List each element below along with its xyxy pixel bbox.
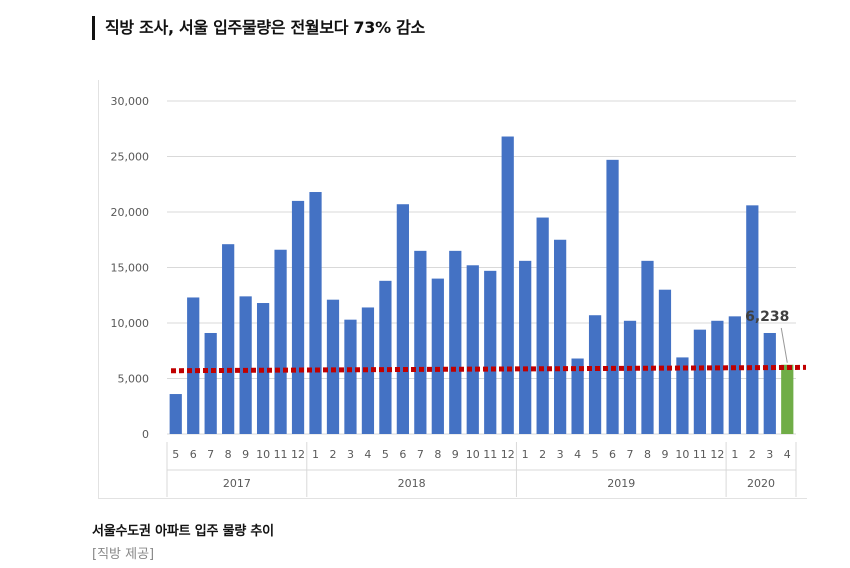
bar [536,217,549,434]
source-credit: [직방 제공] [92,547,155,562]
x-tick-label: 8 [434,448,441,461]
x-tick-label: 9 [242,448,249,461]
bar [344,319,357,434]
bar [746,205,759,434]
data-label: 6,238 [745,309,789,325]
bar [588,315,602,434]
bar [658,289,672,434]
bar [379,280,392,434]
bar [187,297,200,434]
bar-chart: 0 5,000 10,000 15,000 20,000 25,000 30,000 6,23… [111,95,807,497]
bar [169,394,182,434]
x-tick-label: 2 [539,448,546,461]
bar [606,159,619,434]
bar [484,270,497,434]
x-tick-label: 2 [329,448,336,461]
bar-highlight [781,364,794,434]
bar [326,299,340,434]
bar [449,250,462,434]
x-tick-label: 4 [364,448,371,461]
x-group-label: 2020 [747,477,775,490]
x-tick-label: 11 [693,448,707,461]
x-tick-label: 4 [784,448,791,461]
x-tick-label: 11 [483,448,497,461]
x-group-label: 2019 [607,477,635,490]
x-tick-label: 2 [749,448,756,461]
y-tick-label: 10,000 [111,317,150,330]
bar [728,316,741,434]
x-tick-label: 1 [312,448,319,461]
x-tick-label: 1 [522,448,529,461]
x-group-label: 2017 [223,477,251,490]
bar [623,320,637,434]
x-tick-label: 6 [190,448,197,461]
bar [204,332,217,434]
bar [431,278,444,434]
x-tick-label: 5 [172,448,179,461]
x-tick-label: 7 [207,448,214,461]
bar [571,358,584,434]
bar [291,200,305,434]
chart-frame: 0 5,000 10,000 15,000 20,000 25,000 30,000 6,23… [98,80,807,499]
bar [676,357,689,434]
x-tick-label: 10 [466,448,480,461]
x-tick-label: 7 [627,448,634,461]
y-tick-label: 30,000 [111,95,150,108]
x-tick-label: 9 [661,448,668,461]
chart-caption: 서울수도권 아파트 입주 물량 추이 [92,524,274,539]
bar [466,265,479,434]
bar [763,332,776,434]
y-tick-label: 5,000 [118,373,150,386]
x-tick-label: 12 [501,448,515,461]
x-tick-label: 10 [675,448,689,461]
x-tick-label: 5 [382,448,389,461]
bar [274,249,287,434]
x-tick-label: 8 [225,448,232,461]
bar [396,204,409,434]
bar [711,320,724,434]
bar [693,329,707,434]
x-tick-label: 10 [256,448,270,461]
y-tick-label: 25,000 [111,151,150,164]
x-tick-label: 3 [347,448,354,461]
y-tick-label: 20,000 [111,206,150,219]
bar [309,192,322,434]
bar [641,260,654,434]
x-tick-label: 3 [557,448,564,461]
bar [519,260,532,434]
x-tick-label: 3 [766,448,773,461]
bar [222,244,235,434]
y-tick-label: 15,000 [111,262,150,275]
x-tick-label: 8 [644,448,651,461]
x-tick-label: 11 [274,448,288,461]
x-group-label: 2018 [398,477,426,490]
x-tick-label: 12 [710,448,724,461]
x-tick-label: 7 [417,448,424,461]
average-line [170,364,807,374]
bar [501,136,514,434]
x-tick-label: 12 [291,448,305,461]
bar [414,250,427,434]
x-tick-label: 9 [452,448,459,461]
headline: 직방 조사, 서울 입주물량은 전월보다 73% 감소 [92,16,425,40]
x-tick-label: 4 [574,448,581,461]
x-tick-label: 6 [399,448,406,461]
y-tick-label: 0 [142,428,149,441]
bar [239,296,252,434]
x-tick-label: 6 [609,448,616,461]
x-tick-label: 1 [731,448,738,461]
data-label-leader [780,327,788,363]
bar [554,239,567,434]
x-tick-label: 5 [592,448,599,461]
